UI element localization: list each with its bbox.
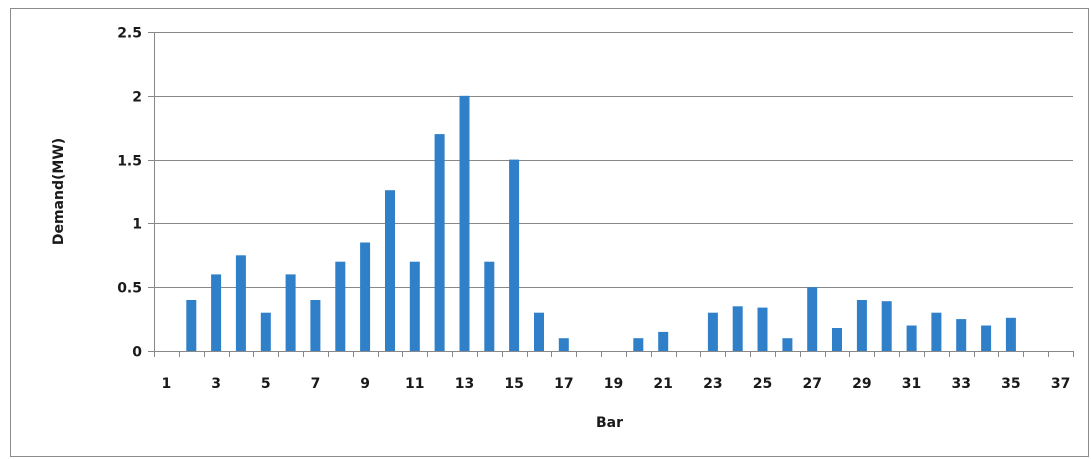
x-tick-label: 37	[1051, 376, 1070, 392]
bar	[558, 338, 569, 351]
x-axis-title: Bar	[596, 415, 623, 431]
bar	[360, 242, 371, 351]
x-tick-label: 15	[504, 376, 523, 392]
bar	[285, 274, 296, 351]
x-tick-label: 31	[902, 376, 921, 392]
x-tick-label: 23	[703, 376, 722, 392]
x-tick-label: 11	[405, 376, 424, 392]
bar	[782, 338, 793, 351]
bar	[409, 261, 420, 351]
bar	[732, 306, 743, 351]
x-tick-label: 27	[802, 376, 821, 392]
bar	[459, 95, 470, 351]
bar	[956, 319, 967, 351]
bar	[881, 301, 892, 351]
chart-area: 0 0.5 1 1.5 2 2.5 1 3 5 7 9 11 13 15 17 19 21 23 25 27 29 31…	[10, 8, 1089, 457]
bar	[434, 134, 445, 351]
x-tick-label: 33	[951, 376, 970, 392]
bar	[707, 312, 718, 351]
x-tick-label: 3	[211, 376, 221, 392]
y-tick-label: 2.5	[117, 26, 142, 42]
bar	[856, 300, 867, 351]
x-tick-label: 9	[360, 376, 370, 392]
x-tick-label: 35	[1001, 376, 1020, 392]
x-tick-label: 5	[261, 376, 271, 392]
x-tick-label: 1	[162, 376, 172, 392]
bar	[484, 261, 495, 351]
y-tick-labels: 0 0.5 1 1.5 2 2.5	[117, 26, 142, 361]
bar	[186, 300, 197, 351]
x-tick-label: 25	[753, 376, 772, 392]
y-tick-label: 1.5	[117, 154, 142, 170]
bar	[211, 274, 222, 351]
bar	[1005, 317, 1016, 351]
bar	[310, 300, 321, 351]
bar	[385, 190, 395, 351]
gridlines	[154, 32, 1073, 288]
bar	[832, 328, 842, 351]
bar	[534, 312, 544, 351]
y-tick-label: 0.5	[117, 281, 142, 297]
x-tick-label: 13	[455, 376, 474, 392]
bar	[509, 159, 520, 351]
bar	[807, 287, 818, 351]
bar-chart: 00.511.522.5 1 3 5 7 9 11 13 15 17 19 21 23 25 27 29 31…	[51, 26, 1074, 431]
bar	[260, 312, 271, 351]
bar	[981, 325, 992, 351]
x-tick-label: 21	[653, 376, 672, 392]
y-tick-label: 2	[132, 90, 142, 106]
bars	[186, 95, 1016, 351]
x-tick-label: 19	[604, 376, 623, 392]
bar	[658, 331, 669, 351]
x-tick-labels: 1 3 5 7 9 11 13 15 17 19 21 23 25 27 29 31 33 35 37	[162, 376, 1071, 392]
bar	[633, 338, 644, 351]
bar	[906, 325, 917, 351]
bar	[757, 307, 768, 351]
x-tick-label: 17	[554, 376, 573, 392]
y-tick-label: 1	[132, 217, 142, 233]
x-tick-label: 29	[852, 376, 871, 392]
bar	[235, 255, 246, 351]
bar	[931, 312, 942, 351]
bar	[335, 261, 346, 351]
y-tick-label: 0	[132, 345, 142, 361]
axes	[148, 32, 1074, 357]
x-tick-label: 7	[311, 376, 321, 392]
y-axis-title: Demand(MW)	[51, 138, 67, 245]
